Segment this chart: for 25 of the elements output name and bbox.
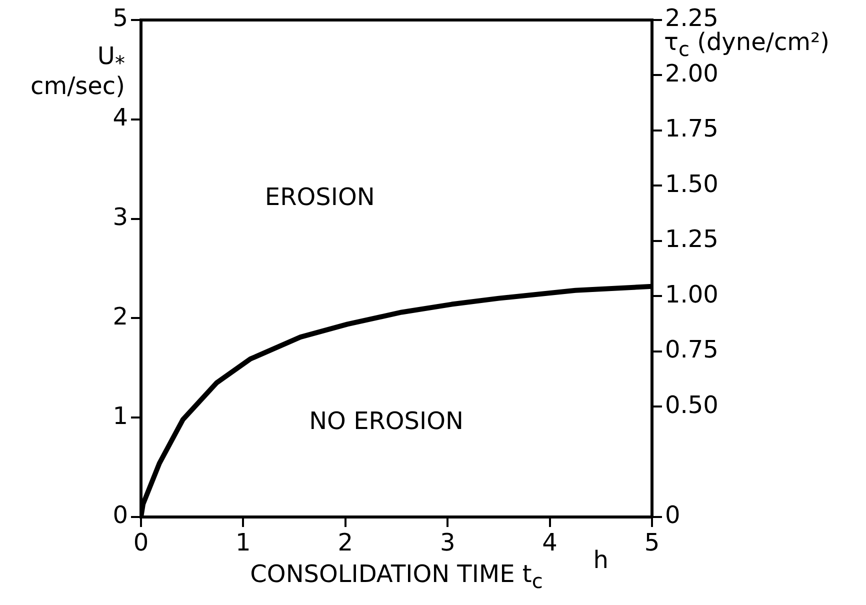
y2-tick-label: 0.50 [665, 390, 718, 419]
y-tick-label: 5 [112, 4, 128, 32]
x-tick-label: 2 [338, 528, 354, 557]
x-tick-label: 3 [440, 528, 456, 557]
y-tick-label: 0 [112, 501, 128, 530]
y2-tick-label: 0.75 [665, 336, 718, 364]
annotation: EROSION [264, 183, 375, 212]
y2-tick-label: 1.25 [665, 225, 718, 254]
text: h [593, 546, 609, 574]
x-tick-label: 5 [644, 528, 660, 557]
y2-tick-label: 2.00 [665, 59, 718, 88]
y-tick-label: 3 [112, 203, 128, 232]
y-tick-label: 2 [112, 302, 128, 330]
y2-tick-label: 1.50 [665, 170, 718, 198]
x-tick-label: 0 [133, 528, 149, 557]
x-axis-title: CONSOLIDATION TIME t$_{c}$ [250, 560, 543, 593]
y-tick-label: 1 [112, 402, 128, 430]
annotation: NO EROSION [309, 406, 464, 435]
x-tick-label: 1 [236, 528, 251, 557]
y2-tick-label: 1.00 [665, 280, 718, 308]
x-tick-label: 4 [542, 528, 558, 557]
y-tick-label: 4 [112, 104, 128, 132]
y2-tick-label: 1.75 [665, 114, 718, 143]
y2-tick-label: 0 [665, 501, 680, 530]
y-axis-title: U$_{*}$ cm/sec) [30, 42, 125, 100]
